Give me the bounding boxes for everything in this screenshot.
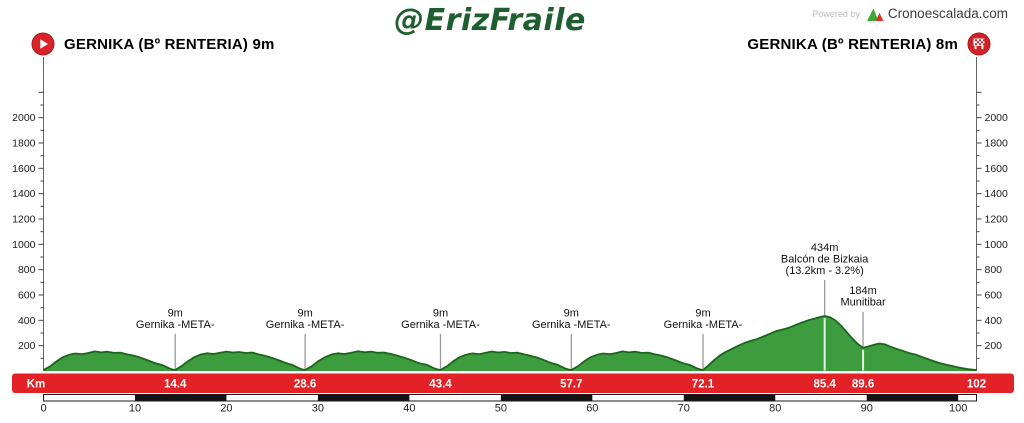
axis-tick-label: 1000: [12, 239, 36, 251]
scale-segment: [866, 394, 959, 401]
axis-tick-label: 2000: [12, 112, 36, 124]
axis-tick-label: 200: [18, 340, 36, 352]
marker-label: Gernika -META-: [266, 319, 345, 331]
cronoescalada-logo-icon: [866, 8, 884, 21]
powered-by-label: Powered by: [812, 8, 860, 19]
km-bar-value: 57.7: [560, 379, 582, 391]
axis-tick-label: 1800: [12, 137, 36, 149]
finish-block: GERNIKA (Bº RENTERIA) 8m: [747, 32, 991, 56]
finish-label: GERNIKA (Bº RENTERIA) 8m: [747, 35, 958, 53]
start-play-icon: [31, 32, 55, 56]
scale-segment: [134, 394, 227, 401]
y-axis-right: 200 400 600 800 1000 1200 1400 1600 1800 2000: [976, 57, 1009, 371]
start-block: GERNIKA (Bº RENTERIA) 9m: [31, 32, 275, 56]
scale-segment: [500, 394, 593, 401]
axis-tick-label: 400: [985, 315, 1003, 327]
km-bar-unit-label: Km: [27, 379, 46, 391]
y-axis-left: 200 400 600 800 1000 1200 1400 1600 1800 2000: [12, 57, 44, 371]
axis-tick-label: 800: [18, 264, 36, 276]
axis-tick-label: 800: [985, 264, 1003, 276]
km-bar-value: 43.4: [429, 379, 452, 391]
distance-tick-label: 50: [495, 403, 507, 415]
marker-label: Gernika -META-: [664, 319, 743, 331]
km-bar: [12, 373, 1014, 393]
marker-label: 434m: [811, 242, 839, 254]
marker-label: Balcón de Bizkaia: [781, 254, 869, 266]
elevation-line: [43, 315, 977, 371]
axis-tick-label: 1400: [12, 188, 36, 200]
race-title: @ErizFraile: [394, 3, 586, 38]
marker-label: 9m: [168, 307, 183, 319]
brand-name: Cronoescalada.com: [887, 6, 1008, 21]
distance-tick-label: 100: [949, 403, 967, 415]
axis-tick-label: 200: [985, 340, 1003, 352]
marker-label: 184m: [849, 285, 877, 297]
km-bar-value: 85.4: [813, 379, 836, 391]
axis-tick-label: 1600: [985, 163, 1009, 175]
axis-tick-label: 1200: [12, 213, 36, 225]
marker-label: Gernika -META-: [136, 319, 215, 331]
marker-label: Munitibar: [840, 297, 886, 309]
marker-label: (13.2km - 3.2%): [786, 265, 864, 277]
distance-tick-label: 80: [769, 403, 781, 415]
axis-tick-label: 600: [985, 289, 1003, 301]
marker-label: 9m: [564, 307, 579, 319]
elevation-area: [43, 316, 977, 371]
distance-scale-outline: [43, 394, 977, 402]
marker-label: 9m: [695, 307, 710, 319]
km-bar-value: 14.4: [164, 379, 187, 391]
axis-tick-label: 1000: [985, 239, 1009, 251]
scale-segment: [317, 394, 410, 401]
marker-label: 9m: [433, 307, 448, 319]
marker-label: Gernika -META-: [401, 319, 480, 331]
km-bar-value: 89.6: [852, 379, 874, 391]
marker-label: Gernika -META-: [532, 319, 611, 331]
km-bar-value: 28.6: [294, 379, 316, 391]
distance-tick-label: 10: [129, 403, 141, 415]
powered-by-block: Powered by Cronoescalada.com: [812, 6, 1008, 21]
distance-tick-label: 60: [586, 403, 598, 415]
distance-tick-label: 40: [403, 403, 415, 415]
distance-tick-label: 0: [40, 403, 46, 415]
marker-label: 9m: [297, 307, 312, 319]
axis-tick-label: 2000: [985, 112, 1009, 124]
km-bar-value: 102: [967, 379, 986, 391]
start-label: GERNIKA (Bº RENTERIA) 9m: [64, 35, 275, 53]
axis-tick-label: 1800: [985, 137, 1009, 149]
axis-tick-label: 1200: [985, 213, 1009, 225]
distance-tick-label: 20: [220, 403, 232, 415]
axis-tick-label: 1600: [12, 163, 36, 175]
distance-tick-label: 90: [861, 403, 873, 415]
finish-checkered-flag-icon: [967, 32, 991, 56]
distance-tick-label: 30: [312, 403, 324, 415]
distance-tick-label: 70: [678, 403, 690, 415]
scale-segment: [683, 394, 776, 401]
km-bar-value: 72.1: [692, 379, 715, 391]
axis-tick-label: 600: [18, 289, 36, 301]
axis-tick-label: 1400: [985, 188, 1009, 200]
axis-tick-label: 400: [18, 315, 36, 327]
